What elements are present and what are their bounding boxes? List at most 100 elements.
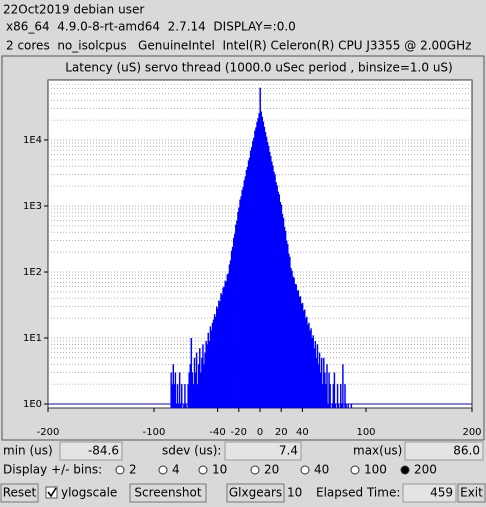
x-tick-label: -40 — [209, 427, 225, 438]
bar — [323, 357, 325, 408]
bar — [259, 87, 261, 409]
bar — [294, 283, 296, 408]
button-label[interactable]: Reset — [3, 486, 37, 500]
elapsed-value: 459 — [430, 486, 453, 500]
bar — [232, 237, 235, 408]
bar — [238, 207, 240, 408]
x-tick-label: 100 — [356, 427, 375, 438]
bar — [273, 171, 275, 408]
bar — [179, 404, 182, 408]
controls-row: Reset ylogscale Screenshot Glxgears 10 E… — [0, 483, 486, 503]
radio-button[interactable] — [115, 465, 125, 475]
radio-group: 2 4 10 20 40 100 200 — [115, 463, 437, 477]
bar — [276, 185, 278, 408]
bar — [340, 384, 342, 408]
radio-label[interactable]: 20 — [264, 463, 279, 477]
radio-label[interactable]: 2 — [129, 463, 137, 477]
bar — [270, 156, 272, 408]
bar — [210, 330, 213, 408]
bar — [200, 372, 202, 408]
radio-button[interactable] — [250, 465, 260, 475]
radio-label[interactable]: 4 — [172, 463, 180, 477]
bar — [176, 384, 179, 408]
radio-button[interactable] — [198, 465, 208, 475]
bar — [248, 157, 251, 408]
bar — [202, 344, 204, 408]
radio-label[interactable]: 10 — [212, 463, 227, 477]
bar — [291, 270, 293, 408]
bar — [234, 233, 236, 408]
radio-label[interactable]: 40 — [314, 463, 329, 477]
stat-box — [404, 441, 484, 461]
x-tick-label: -100 — [143, 427, 166, 438]
radio-button[interactable] — [300, 465, 310, 475]
bar — [218, 300, 220, 408]
bar — [284, 230, 287, 408]
checkbox-label[interactable]: ylogscale — [61, 486, 117, 500]
checkbox[interactable] — [45, 486, 58, 499]
bar — [296, 290, 299, 408]
radio-button[interactable] — [350, 465, 360, 475]
bar — [318, 352, 321, 408]
y-tick-label: 1E4 — [23, 135, 42, 146]
button[interactable] — [0, 483, 39, 503]
bar — [311, 337, 313, 408]
bar — [261, 116, 264, 408]
button-label[interactable]: Glxgears — [229, 486, 282, 500]
radio-button[interactable] — [400, 465, 410, 475]
bar — [223, 286, 225, 408]
stat-label: max(us) — [353, 444, 402, 458]
button-label[interactable]: Exit — [460, 486, 483, 500]
bar — [264, 132, 267, 409]
bar — [325, 384, 327, 408]
radio-label[interactable]: 100 — [364, 463, 387, 477]
stat-box — [59, 441, 123, 461]
bar — [344, 384, 346, 408]
bar — [297, 290, 300, 408]
button[interactable] — [226, 483, 285, 503]
bar — [342, 364, 344, 408]
elapsed-label: Elapsed Time: — [316, 486, 400, 500]
bar — [301, 302, 304, 408]
bar — [206, 344, 208, 408]
bar — [265, 136, 268, 408]
bar — [187, 384, 189, 408]
button[interactable] — [457, 483, 486, 503]
bar — [333, 372, 336, 408]
bar — [225, 281, 228, 408]
bar — [217, 308, 219, 408]
x-tick-label: 20 — [275, 427, 288, 438]
bar — [336, 384, 339, 408]
radio-label[interactable]: 200 — [414, 463, 437, 477]
bar — [295, 284, 297, 408]
bar — [239, 199, 241, 408]
bar — [188, 372, 190, 408]
bar — [303, 309, 306, 408]
bar — [281, 213, 284, 408]
bar — [258, 113, 260, 408]
bar — [208, 341, 211, 408]
x-tick-label: 40 — [296, 427, 309, 438]
bar — [260, 111, 262, 409]
y-tick-label: 1E1 — [23, 333, 42, 344]
button-label[interactable]: Screenshot — [134, 486, 201, 500]
bar — [300, 303, 303, 408]
bar — [309, 330, 311, 408]
bar — [235, 224, 237, 408]
bar — [193, 357, 196, 408]
bar — [245, 170, 248, 408]
bar — [345, 404, 347, 408]
bar — [172, 364, 175, 408]
glxgears-count: 10 — [287, 486, 302, 500]
bar — [214, 316, 217, 408]
bar — [250, 147, 253, 408]
bar — [196, 384, 199, 408]
bar — [204, 352, 206, 408]
button[interactable] — [129, 483, 207, 503]
bar — [244, 176, 247, 408]
bar — [207, 332, 209, 408]
radio-button[interactable] — [158, 465, 168, 475]
stat-box — [224, 441, 302, 461]
bar — [178, 372, 181, 408]
bar — [280, 204, 283, 408]
